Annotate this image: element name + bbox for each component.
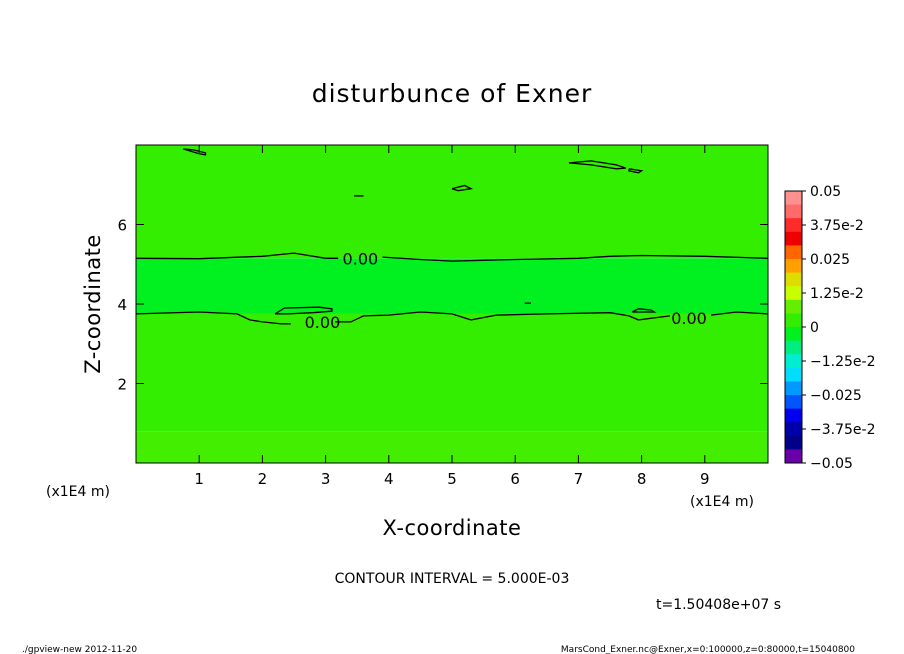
x-axis-title: X-coordinate: [383, 516, 522, 540]
contour-line-6: [631, 308, 657, 313]
chart-title: disturbunce of Exner: [312, 79, 593, 108]
contour-line-2: [135, 311, 291, 325]
colorbar-swatch-12: [785, 354, 802, 369]
colorbar-swatch-8: [785, 299, 802, 314]
colorbar-label-0: 0.05: [810, 184, 841, 200]
contour-label-1: 0.00: [305, 313, 341, 332]
fill-band-3: [136, 145, 768, 259]
colorbar-swatch-10: [785, 327, 802, 342]
colorbar-swatch-9: [785, 313, 802, 328]
colorbar-label-8: −0.05: [810, 456, 853, 472]
colorbar-label-6: −0.025: [810, 388, 862, 404]
y-tick-label-6: 6: [117, 217, 127, 235]
plot-area: 0.00 0.00 0.00 1 2 3 4 5 6 7 8 9 2 4 6: [117, 144, 769, 488]
x-tick-label-3: 3: [321, 470, 331, 488]
colorbar-swatch-15: [785, 395, 802, 410]
x-tick-label-9: 9: [700, 470, 710, 488]
colorbar-swatch-7: [785, 286, 802, 301]
colorbar-swatch-0: [785, 191, 802, 206]
colorbar-swatch-18: [785, 435, 802, 450]
colorbar-swatch-3: [785, 231, 802, 246]
colorbar-label-3: 1.25e-2: [810, 286, 864, 302]
colorbar-label-4: 0: [810, 320, 819, 336]
x-tick-label-8: 8: [637, 470, 647, 488]
colorbar-swatch-13: [785, 367, 802, 382]
contour-interval-label: CONTOUR INTERVAL = 5.000E-03: [335, 571, 570, 587]
footer-left-label: ./gpview-new 2012-11-20: [22, 645, 137, 654]
colorbar-swatch-2: [785, 218, 802, 233]
colorbar-swatch-17: [785, 422, 802, 437]
time-label: t=1.50408e+07 s: [656, 597, 781, 613]
colorbar-swatch-11: [785, 340, 802, 355]
contour-label-0: 0.00: [343, 249, 379, 268]
colorbar-swatch-4: [785, 245, 802, 260]
contour-line-10: [451, 184, 474, 192]
colorbar-label-1: 3.75e-2: [810, 218, 864, 234]
x-unit-label-left: (x1E4 m): [46, 484, 110, 500]
colorbar-label-2: 0.025: [810, 252, 850, 268]
colorbar-swatch-16: [785, 408, 802, 423]
x-tick-label-2: 2: [258, 470, 268, 488]
x-tick-label-4: 4: [384, 470, 394, 488]
x-tick-label-5: 5: [447, 470, 457, 488]
contour-label-2: 0.00: [671, 309, 707, 328]
colorbar-swatch-6: [785, 272, 802, 287]
colorbar-swatch-1: [785, 204, 802, 219]
footer-right-label: MarsCond_Exner.nc@Exner,x=0:100000,z=0:8…: [561, 645, 855, 654]
y-axis-title: Z-coordinate: [81, 234, 105, 374]
y-tick-label-4: 4: [117, 296, 127, 314]
contour-line-1: [382, 254, 769, 262]
colorbar-swatch-14: [785, 381, 802, 396]
contour-line-3: [335, 311, 671, 323]
contour-line-0: [135, 252, 339, 260]
contour-line-9: [628, 168, 644, 174]
contour-line-7: [183, 148, 207, 156]
x-tick-label-7: 7: [574, 470, 584, 488]
contour-line-5: [274, 306, 333, 315]
y-tick-label-2: 2: [117, 376, 127, 394]
colorbar-swatch-19: [785, 449, 802, 464]
x-tick-label-6: 6: [510, 470, 520, 488]
colorbar: 0.05 3.75e-2 0.025 1.25e-2 0 −1.25e-2 −0.025 −3…: [784, 184, 875, 472]
fill-band-1: [136, 313, 768, 432]
colorbar-label-7: −3.75e-2: [810, 422, 875, 438]
fill-band-2: [136, 258, 768, 314]
contour-line-8: [568, 160, 627, 170]
x-unit-label-right: (x1E4 m): [690, 494, 754, 510]
x-tick-label-1: 1: [194, 470, 204, 488]
colorbar-label-5: −1.25e-2: [810, 354, 875, 370]
colorbar-swatch-5: [785, 259, 802, 274]
contour-line-4: [711, 311, 769, 316]
